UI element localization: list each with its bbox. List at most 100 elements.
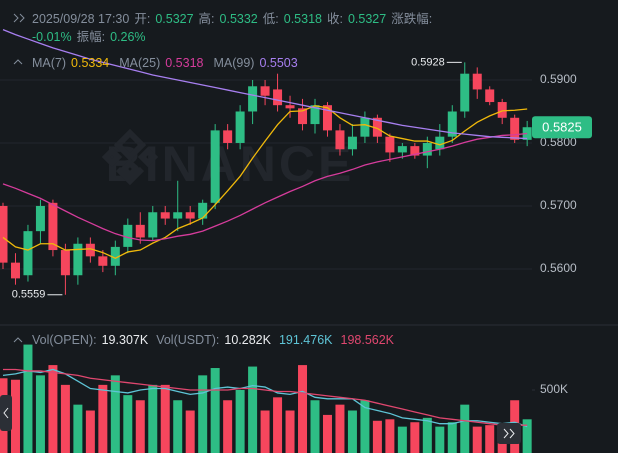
volume-bar	[435, 426, 445, 453]
legend-name: MA(25)	[119, 56, 161, 70]
volume-bar	[322, 414, 332, 453]
volume-bar	[123, 395, 133, 453]
candle-body	[135, 224, 145, 238]
ohlc-header: 2025/09/28 17:30 开: 0.5327 高: 0.5332 低: 0.5318…	[32, 10, 437, 46]
candle-body	[310, 105, 320, 125]
header-label: 低:	[262, 12, 279, 26]
scroll-left-button[interactable]	[0, 395, 12, 431]
volume-bar	[198, 375, 208, 453]
y-tick-label: 0.5600	[540, 261, 577, 275]
ma-line	[2, 28, 528, 140]
ma-line	[2, 105, 528, 259]
candle-body	[472, 73, 482, 90]
volume-bar	[35, 375, 45, 453]
volume-bar	[460, 404, 470, 453]
candle-body	[273, 89, 283, 106]
candle-body	[385, 136, 395, 153]
extreme-label: 0.5559	[12, 289, 46, 301]
volume-bar	[185, 410, 195, 453]
header-value: 0.5332	[219, 12, 258, 26]
candle-body	[397, 146, 407, 153]
volume-bar	[485, 425, 495, 453]
candle-body	[372, 117, 382, 137]
candle-body	[298, 108, 308, 125]
watermark-logo	[101, 128, 159, 186]
candle-body	[248, 86, 258, 112]
volume-bar	[160, 384, 170, 453]
legend-name: MA(99)	[213, 56, 255, 70]
ma-toggle-icon[interactable]	[13, 59, 23, 65]
candle-body	[173, 212, 183, 219]
candle-body	[35, 205, 45, 232]
volume-bar	[385, 419, 395, 453]
candle-body	[360, 117, 370, 137]
volume-bar	[360, 400, 370, 453]
volume-ma-line	[3, 368, 528, 426]
ma-line	[2, 132, 528, 242]
legend-value: 0.5318	[165, 56, 204, 70]
legend-name: Vol(OPEN):	[32, 333, 97, 347]
header-value: 0.5318	[283, 12, 322, 26]
volume-bar	[285, 410, 295, 453]
header-label: 开:	[134, 12, 151, 26]
candle-body	[285, 105, 295, 109]
header-value: -0.01%	[32, 30, 72, 44]
candle-body	[23, 231, 33, 276]
volume-bar	[98, 384, 108, 453]
volume-bar	[447, 422, 457, 453]
header-line: 2025/09/28 17:30 开: 0.5327 高: 0.5332 低: 0.5318…	[32, 10, 437, 28]
candle-body	[160, 212, 170, 219]
candle-body	[485, 89, 495, 103]
legend-value: 19.307K	[101, 333, 149, 347]
volume-bar	[73, 404, 83, 453]
volume-bar	[335, 404, 345, 453]
legend-value: 198.562K	[340, 333, 395, 347]
volume-bar	[310, 400, 320, 453]
candle-body	[123, 224, 133, 247]
header-value: 0.5327	[347, 12, 387, 26]
legend-name: MA(7)	[32, 56, 67, 70]
candle-body	[322, 105, 332, 131]
volume-bar	[23, 344, 33, 453]
candle-body	[210, 130, 220, 203]
volume-bar	[260, 410, 270, 453]
legend-value: 191.476K	[278, 333, 333, 347]
candle-body	[435, 136, 445, 150]
collapse-icon[interactable]	[13, 13, 25, 23]
candle-body	[60, 250, 70, 276]
candle-body	[447, 111, 457, 137]
candle-body	[510, 117, 520, 140]
volume-bar	[347, 410, 357, 453]
scroll-right-button[interactable]	[497, 423, 521, 444]
volume-bar	[273, 397, 283, 453]
legend-name: Vol(USDT):	[156, 333, 220, 347]
legend-value: 0.5334	[71, 56, 110, 70]
candle-body	[110, 246, 120, 266]
volume-bar	[397, 426, 407, 453]
header-line: -0.01% 振幅: 0.26%	[32, 28, 437, 46]
candle-body	[0, 205, 8, 263]
volume-bar	[85, 410, 95, 453]
header-value: 0.5327	[155, 12, 194, 26]
candle-body	[460, 73, 470, 112]
y-tick-label: 500K	[540, 382, 568, 396]
legend-value: 10.282K	[224, 333, 271, 347]
volume-legend: Vol(OPEN): 19.307K Vol(USDT): 10.282K 191.47…	[32, 333, 402, 347]
candle-body	[198, 202, 208, 219]
candle-body	[148, 212, 158, 238]
volume-bar	[48, 365, 58, 453]
candle-body	[98, 256, 108, 266]
vol-toggle-icon[interactable]	[13, 337, 23, 343]
header-label: 高:	[198, 12, 215, 26]
candle-body	[347, 136, 357, 150]
volume-bar	[110, 375, 120, 453]
header-label: 振幅:	[76, 30, 106, 44]
candle-body	[73, 243, 83, 276]
y-tick-label: 0.5900	[540, 72, 577, 86]
y-tick-label: 0.5800	[540, 135, 577, 149]
candle-body	[335, 130, 345, 150]
candle-body	[10, 262, 20, 279]
scroll-left-icon	[3, 407, 9, 419]
